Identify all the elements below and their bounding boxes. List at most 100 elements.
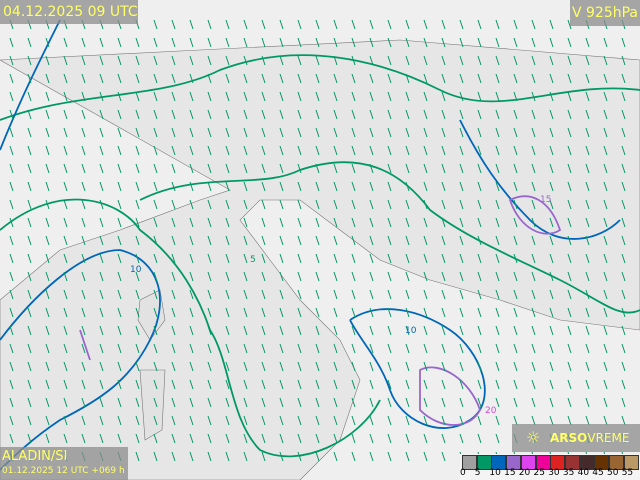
wind-barb [531,37,536,48]
wind-barb [549,199,554,210]
wind-barb [117,37,122,48]
wind-barb [423,397,428,408]
wind-barb [261,109,266,120]
wind-barb [405,109,410,120]
wind-barb [63,163,68,174]
wind-barb [513,91,518,102]
wind-barb [549,325,554,336]
wind-barb [99,433,104,444]
wind-barb [387,55,392,66]
wind-barb [585,397,590,408]
wind-barb [171,343,176,354]
wind-barb [99,199,104,210]
wind-barb [225,145,230,156]
wind-barb [567,37,572,48]
wind-barb [459,415,464,426]
wind-barb [459,19,464,30]
wind-barb [531,235,536,246]
wind-barb [135,217,140,228]
wind-barb [351,91,356,102]
wind-barb [225,325,230,336]
wind-barb [243,199,248,210]
wind-barb [315,127,320,138]
wind-barb [297,91,302,102]
wind-barb [495,415,500,426]
wind-barb [45,235,50,246]
wind-barb [9,145,14,156]
wind-barb [333,451,338,462]
wind-barb [351,163,356,174]
wind-barb [243,19,248,30]
legend-tick: 20 [518,468,531,478]
wind-barb [27,181,32,192]
wind-barb [495,19,500,30]
wind-barb [63,181,68,192]
wind-barb [387,73,392,84]
wind-barb [549,181,554,192]
wind-barb [603,199,608,210]
wind-barb [297,253,302,264]
wind-barb [549,253,554,264]
wind-barb [351,55,356,66]
wind-barb [99,145,104,156]
wind-barb [117,199,122,210]
wind-barb [441,307,446,318]
wind-barb [513,379,518,390]
wind-barb [351,451,356,462]
wind-barb [171,91,176,102]
wind-barb [495,145,500,156]
wind-barb [387,253,392,264]
wind-barb [99,37,104,48]
wind-barb [45,145,50,156]
wind-barb [549,415,554,426]
legend-swatch [594,455,610,470]
wind-barb [261,181,266,192]
wind-barb [405,37,410,48]
wind-barb [603,91,608,102]
wind-barb [333,343,338,354]
wind-barb [279,253,284,264]
wind-barb [279,235,284,246]
wind-barb [207,217,212,228]
wind-barb [459,271,464,282]
wind-barb [189,145,194,156]
wind-barb [405,343,410,354]
wind-barb [117,163,122,174]
wind-barb [315,343,320,354]
wind-barb [189,451,194,462]
wind-speed-contours [0,19,640,471]
wind-barb [387,163,392,174]
wind-barb [603,361,608,372]
wind-barb [405,433,410,444]
wind-barb [405,73,410,84]
brand-suffix: VREME [587,431,630,445]
wind-barb [585,325,590,336]
wind-barb [81,343,86,354]
wind-barb [369,433,374,444]
wind-barb [333,37,338,48]
wind-barb [495,163,500,174]
wind-barb [333,181,338,192]
wind-barb [189,91,194,102]
wind-barb [315,307,320,318]
wind-barb [423,91,428,102]
wind-barb [369,181,374,192]
wind-barb [207,235,212,246]
wind-barb [189,163,194,174]
wind-barb [153,91,158,102]
wind-barb [567,181,572,192]
wind-barb [441,235,446,246]
wind-barb [189,271,194,282]
wind-barb [369,451,374,462]
wind-barb [585,307,590,318]
wind-barb [81,55,86,66]
wind-barb [513,217,518,228]
wind-barb [459,397,464,408]
wind-barb [351,289,356,300]
wind-barb [531,325,536,336]
wind-barb [135,235,140,246]
wind-barb [99,127,104,138]
wind-barb [477,361,482,372]
wind-barb [243,145,248,156]
wind-barb [567,307,572,318]
